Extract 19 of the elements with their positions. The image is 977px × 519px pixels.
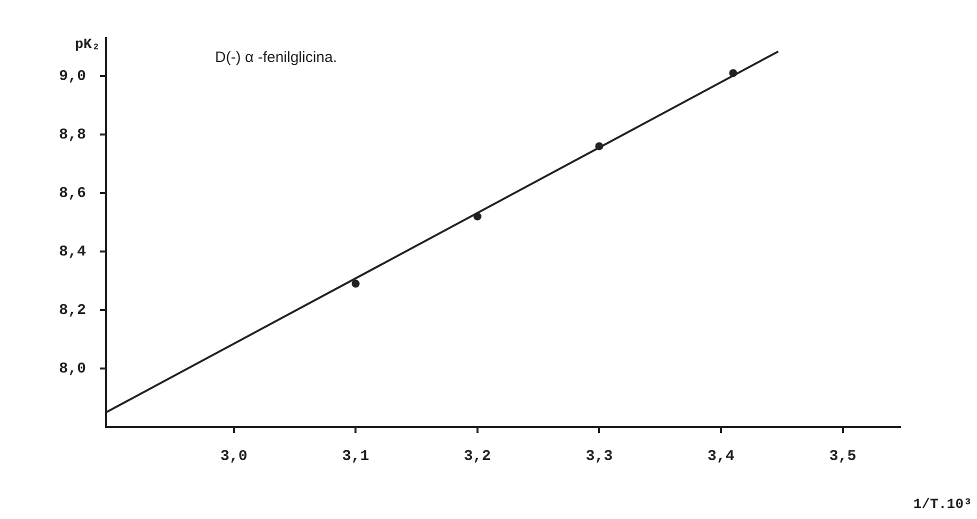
x-tick-label: 3,2 (464, 448, 491, 465)
annotation: D(-) α -fenilglicina. (215, 49, 338, 66)
y-tick-label: 8,8 (58, 126, 86, 144)
point (595, 142, 604, 150)
y-axis-title: pK₂ (75, 37, 100, 53)
x-tick-label: 3,0 (220, 448, 248, 465)
x-tick-label: 3,4 (707, 448, 734, 465)
y-tick-label: 8,4 (58, 243, 86, 260)
y-tick-label: 9,0 (58, 68, 86, 85)
x-tick-label: 3,3 (586, 448, 613, 465)
y-tick-label: 8,0 (58, 360, 86, 378)
point (352, 280, 360, 288)
point (473, 212, 482, 220)
point (729, 69, 738, 78)
y-tick-label: 8,6 (58, 184, 86, 202)
x-tick-label: 3,5 (829, 448, 856, 465)
x-axis-title: 1/T.10³ (913, 497, 972, 513)
x-tick-label: 3,1 (342, 448, 370, 465)
y-tick-label: 8,2 (58, 302, 86, 319)
